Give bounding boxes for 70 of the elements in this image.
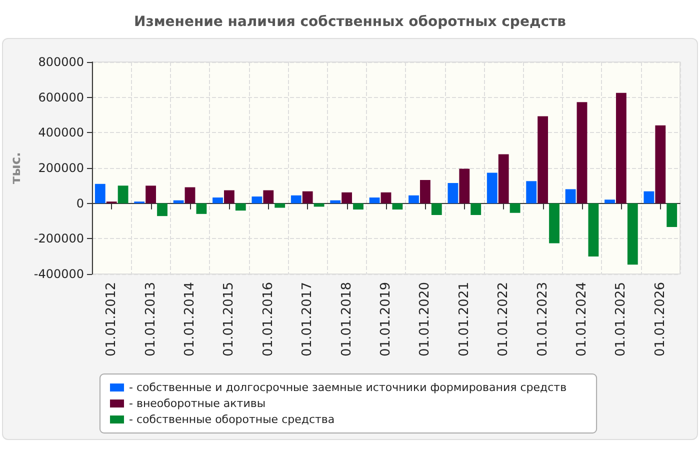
bar: [431, 203, 442, 215]
bar: [252, 196, 262, 204]
legend-label: - внеоборотные активы: [129, 397, 266, 410]
x-tick-label: 01.01.2026: [652, 282, 668, 356]
x-tick-label: 01.01.2018: [339, 282, 354, 356]
bar: [470, 203, 482, 215]
bar: [644, 191, 654, 204]
bar: [392, 203, 403, 210]
y-tick-label: 200000: [38, 161, 84, 175]
bar: [588, 203, 599, 257]
x-tick-label: 01.01.2013: [143, 282, 158, 356]
bar: [330, 200, 341, 204]
x-tick-label: 01.01.2025: [614, 282, 629, 356]
bar: [235, 203, 246, 211]
y-tick-label: 0: [76, 196, 84, 210]
x-tick-label: 01.01.2012: [104, 282, 120, 356]
bar: [604, 200, 615, 204]
bar: [314, 203, 324, 207]
chart-title: Изменение наличия собственных оборотных средств: [134, 14, 566, 30]
legend-label: - собственные и долгосрочные заемные источники формирования средств: [129, 381, 567, 394]
bar: [565, 189, 576, 204]
bar: [173, 200, 184, 204]
bar: [526, 181, 537, 204]
bar: [196, 203, 207, 214]
bar: [627, 203, 638, 265]
x-tick-label: 01.01.2023: [535, 282, 550, 356]
bar: [274, 203, 286, 208]
bar: [369, 198, 380, 204]
legend-label: - собственные оборотные средства: [129, 413, 335, 426]
x-tick-label: 01.01.2020: [418, 282, 433, 356]
bar: [94, 184, 106, 204]
bar: [342, 192, 352, 204]
bar: [576, 102, 588, 204]
bar: [498, 154, 509, 204]
x-tick-label: 01.01.2019: [378, 282, 394, 356]
y-tick-label: 800000: [38, 55, 84, 69]
bar: [420, 180, 430, 204]
bar: [448, 183, 458, 204]
bar: [212, 198, 223, 204]
y-tick-label: 600000: [38, 90, 84, 104]
bar: [184, 187, 196, 204]
x-tick-label: 01.01.2014: [182, 282, 198, 356]
x-tick-label: 01.01.2024: [574, 282, 590, 356]
x-tick-label: 01.01.2022: [496, 282, 512, 356]
y-tick-label: -400000: [34, 267, 84, 281]
y-tick-label: -200000: [34, 232, 84, 246]
bar: [146, 186, 156, 204]
bar: [263, 190, 274, 204]
x-tick-label: 01.01.2015: [222, 282, 237, 356]
bar: [380, 192, 392, 204]
bar: [538, 116, 548, 204]
bar: [408, 195, 419, 204]
y-tick-label: 400000: [38, 126, 84, 140]
bar: [616, 92, 626, 204]
bar: [655, 125, 666, 204]
bar: [666, 203, 678, 228]
bar: [157, 203, 168, 216]
y-axis-title: тыс.: [8, 152, 24, 184]
bar: [224, 190, 234, 204]
bar: [290, 195, 302, 204]
bar: [549, 203, 560, 244]
x-tick-label: 01.01.2016: [260, 282, 276, 356]
x-tick-label: 01.01.2021: [456, 282, 472, 356]
bar: [486, 172, 498, 204]
x-tick-label: 01.01.2017: [300, 282, 316, 356]
bar: [302, 191, 313, 204]
bar: [353, 203, 364, 210]
bar: [510, 203, 520, 213]
bar: [459, 168, 470, 204]
bar: [118, 186, 128, 204]
